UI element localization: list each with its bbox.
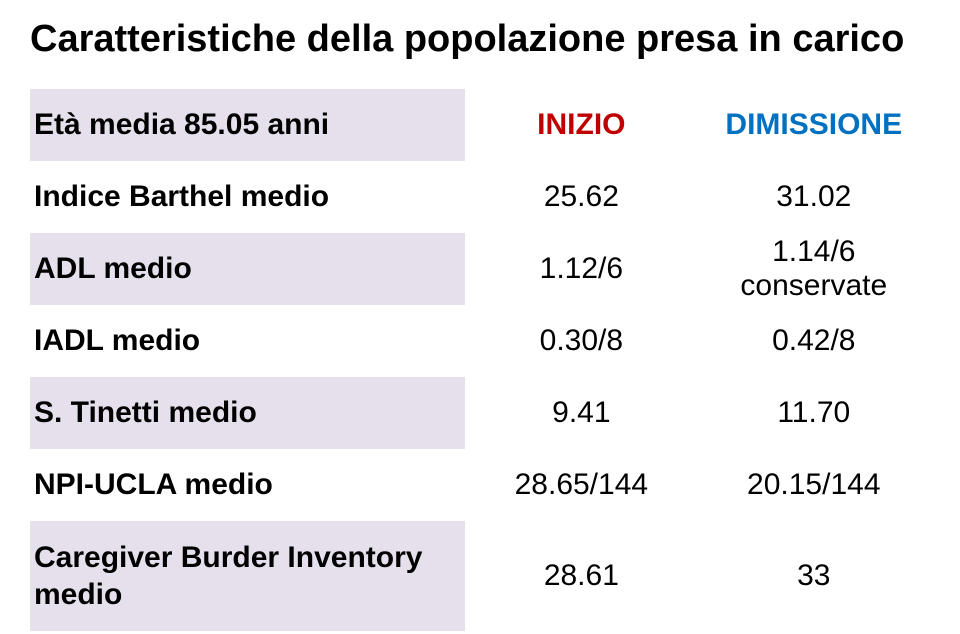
table-header-row: Età media 85.05 anni INIZIO DIMISSIONE: [30, 89, 930, 161]
row-value-dimissione: 0.42/8: [698, 305, 930, 377]
page-title: Caratteristiche della popolazione presa …: [30, 18, 930, 61]
row-value-dimissione: 1.14/6 conservate: [698, 233, 930, 305]
row-label: IADL medio: [30, 305, 465, 377]
row-value-inizio: 28.61: [465, 521, 697, 631]
row-value-inizio: 0.30/8: [465, 305, 697, 377]
table-row: IADL medio 0.30/8 0.42/8: [30, 305, 930, 377]
row-value-dimissione: 31.02: [698, 161, 930, 233]
table-row: Caregiver Burder Inventory medio 28.61 3…: [30, 521, 930, 631]
row-label: S. Tinetti medio: [30, 377, 465, 449]
table-row: Indice Barthel medio 25.62 31.02: [30, 161, 930, 233]
row-label-line2: medio: [34, 578, 122, 611]
table-row: ADL medio 1.12/6 1.14/6 conservate: [30, 233, 930, 305]
row-label: NPI-UCLA medio: [30, 449, 465, 521]
row-label: Indice Barthel medio: [30, 161, 465, 233]
row-value-inizio: 28.65/144: [465, 449, 697, 521]
row-value-inizio: 1.12/6: [465, 233, 697, 305]
header-col-dimissione: DIMISSIONE: [698, 89, 930, 161]
header-label: Età media 85.05 anni: [30, 89, 465, 161]
row-label-line1: Caregiver Burder Inventory: [34, 541, 422, 574]
row-value-dimissione: 33: [698, 521, 930, 631]
row-label: ADL medio: [30, 233, 465, 305]
row-value-inizio: 25.62: [465, 161, 697, 233]
row-value-inizio: 9.41: [465, 377, 697, 449]
table-row: NPI-UCLA medio 28.65/144 20.15/144: [30, 449, 930, 521]
data-table: Età media 85.05 anni INIZIO DIMISSIONE I…: [30, 89, 930, 631]
row-value-dimissione: 11.70: [698, 377, 930, 449]
row-value-dimissione: 20.15/144: [698, 449, 930, 521]
header-col-inizio: INIZIO: [465, 89, 697, 161]
slide: Caratteristiche della popolazione presa …: [0, 0, 960, 634]
table-row: S. Tinetti medio 9.41 11.70: [30, 377, 930, 449]
row-label: Caregiver Burder Inventory medio: [30, 521, 465, 631]
